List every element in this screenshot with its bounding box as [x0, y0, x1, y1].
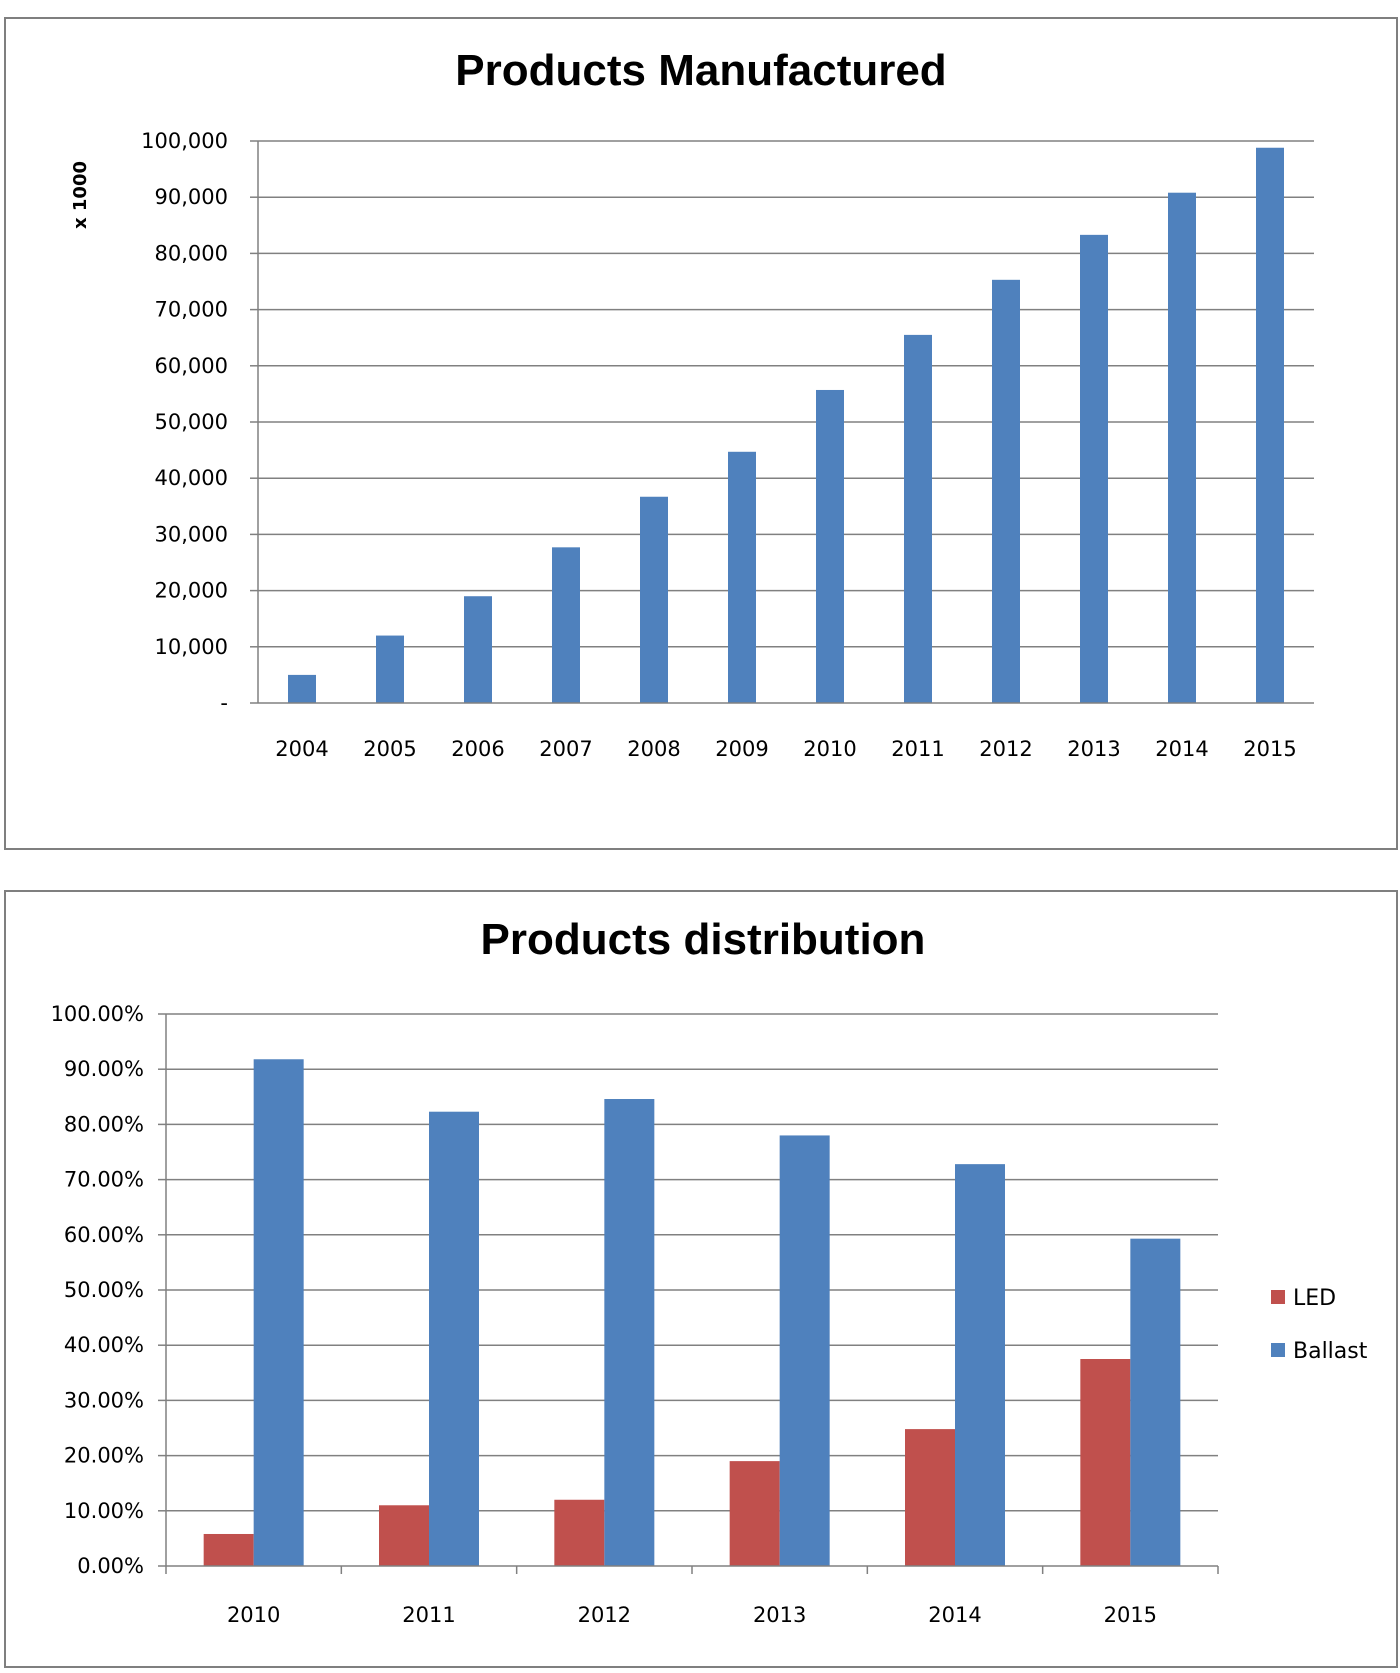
x-tick-label: 2009 [715, 737, 768, 761]
y-tick-label: 20.00% [64, 1444, 144, 1468]
legend-label-ballast: Ballast [1293, 1339, 1368, 1364]
x-tick-label: 2005 [363, 737, 416, 761]
y-tick-label: 40.00% [64, 1333, 144, 1357]
gridlines [258, 140, 1314, 648]
x-tick-label: 2014 [1155, 737, 1208, 761]
x-tick-label: 2011 [891, 737, 944, 761]
bar [728, 451, 756, 703]
legend-swatch-led [1271, 1290, 1285, 1304]
bar-led [203, 1533, 254, 1566]
products-manufactured-plot: Products Manufactured x 1000 - 10,000 20,0… [70, 46, 1314, 761]
x-tick-label: 2008 [627, 737, 680, 761]
y-tick-label: 50,000 [155, 410, 228, 434]
bar-led [729, 1461, 780, 1566]
products-distribution-chart: Products distribution 0.00% 10.00% 20.00% 3… [4, 890, 1398, 1668]
bar-ballast [779, 1135, 830, 1566]
bar [904, 334, 932, 703]
y-tick-label: 90.00% [64, 1057, 144, 1081]
y-tick-label: 60.00% [64, 1223, 144, 1247]
bar-led [554, 1499, 605, 1566]
y-tick-label: 10.00% [64, 1499, 144, 1523]
legend-swatch-ballast [1271, 1343, 1285, 1357]
x-tick-label: 2010 [227, 1603, 280, 1627]
y-tick-label: 80.00% [64, 1112, 144, 1136]
bar-ballast [955, 1164, 1005, 1566]
y-tick-label: 30.00% [64, 1388, 144, 1412]
y-tick-label: - [220, 691, 228, 715]
x-tick-label: 2012 [979, 737, 1032, 761]
legend: LED Ballast [1271, 1286, 1368, 1364]
y-tick-label: 50.00% [64, 1278, 144, 1302]
y-tick-label: 60,000 [155, 354, 228, 378]
bar-ballast [604, 1099, 655, 1566]
y-tick-labels: 0.00% 10.00% 20.00% 30.00% 40.00% 50.00% 60.00… [51, 1002, 144, 1578]
y-tick-label: 20,000 [155, 579, 228, 603]
bar-led [1080, 1359, 1131, 1566]
bar [1168, 192, 1196, 704]
bar-ballast [253, 1059, 304, 1566]
products-distribution-plot: Products distribution 0.00% 10.00% 20.00% 3… [51, 915, 1368, 1627]
x-tick-labels: 2004 2005 2006 2007 2008 2009 2010 2011 2012 2013… [275, 737, 1296, 761]
x-tick-labels: 2010 2011 2012 2013 2014 2015 [227, 1603, 1157, 1627]
x-tick-label: 2012 [578, 1603, 631, 1627]
bar [1256, 147, 1284, 703]
x-tick-label: 2004 [275, 737, 328, 761]
bar [376, 635, 404, 703]
x-tick-label: 2014 [928, 1603, 981, 1627]
x-tick-label: 2010 [803, 737, 856, 761]
y-tick-label: 80,000 [155, 241, 228, 265]
y-tick-label: 10,000 [155, 635, 228, 659]
x-tick-label: 2011 [402, 1603, 455, 1627]
y-tick-label: 0.00% [77, 1554, 144, 1578]
bar [640, 496, 668, 703]
bar [816, 389, 844, 703]
bar-led [905, 1429, 955, 1566]
bar-ballast [429, 1111, 479, 1566]
gridlines [166, 1013, 1218, 1512]
y-tick-label: 70,000 [155, 298, 228, 322]
y-tick-label: 100,000 [141, 129, 228, 153]
x-tick-label: 2013 [1067, 737, 1120, 761]
y-tick-label: 90,000 [155, 185, 228, 209]
chart-title: Products distribution [481, 915, 926, 964]
bar [552, 547, 580, 703]
y-tick-label: 70.00% [64, 1168, 144, 1192]
axes [158, 1013, 1219, 1574]
bar [992, 279, 1020, 703]
bar [1080, 234, 1108, 703]
bar-ballast [1130, 1238, 1181, 1566]
legend-label-led: LED [1293, 1286, 1336, 1311]
x-tick-label: 2006 [451, 737, 504, 761]
x-tick-label: 2015 [1104, 1603, 1157, 1627]
chart-title: Products Manufactured [455, 46, 946, 95]
bar-led [379, 1505, 429, 1566]
y-tick-label: 40,000 [155, 466, 228, 490]
x-tick-label: 2007 [539, 737, 592, 761]
y-tick-label: 30,000 [155, 522, 228, 546]
y-tick-label: 100.00% [51, 1002, 144, 1026]
bar [464, 596, 492, 703]
bars [203, 1059, 1181, 1566]
bars [288, 147, 1284, 704]
y-axis-label: x 1000 [70, 161, 91, 229]
bar [288, 674, 316, 703]
products-manufactured-chart: Products Manufactured x 1000 - 10,000 20,0… [4, 17, 1398, 850]
x-tick-label: 2015 [1243, 737, 1296, 761]
y-tick-labels: - 10,000 20,000 30,000 40,000 50,000 60,000 70,… [141, 129, 228, 715]
x-tick-label: 2013 [753, 1603, 806, 1627]
axes [250, 140, 1314, 704]
